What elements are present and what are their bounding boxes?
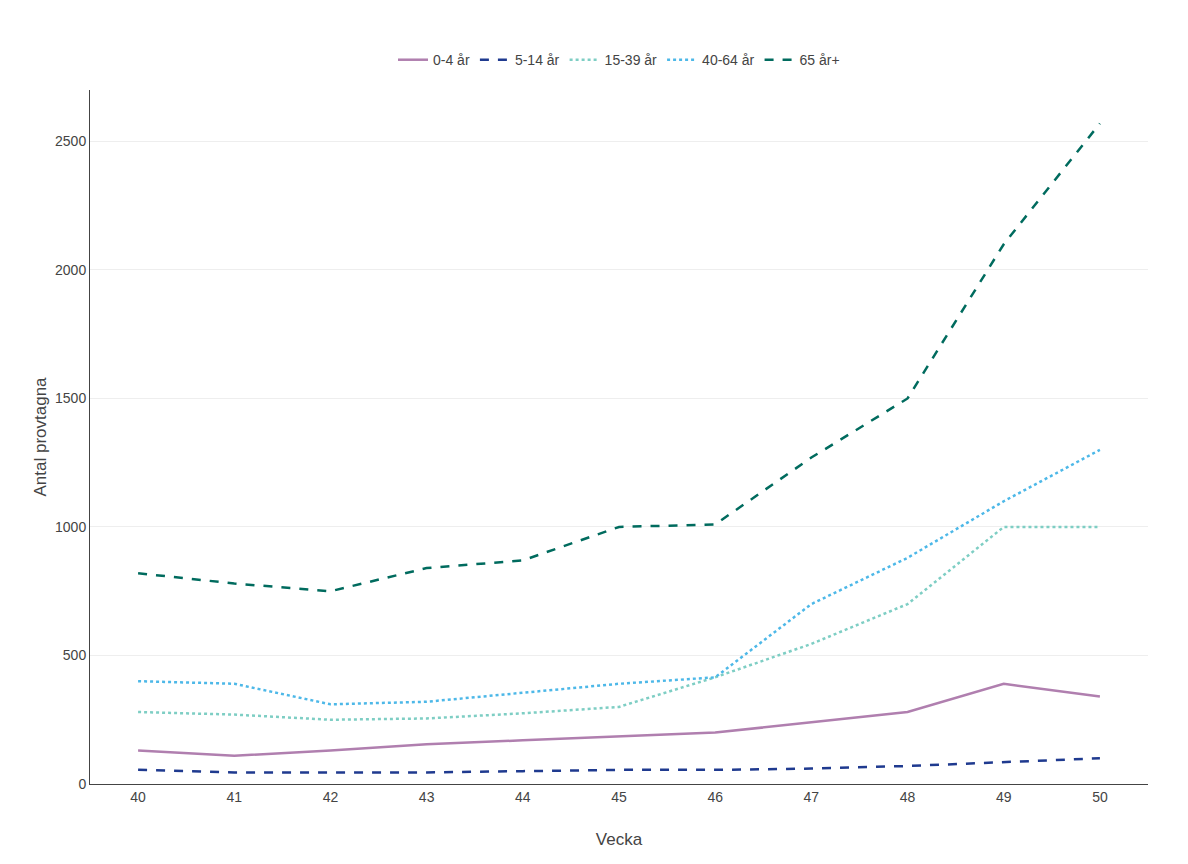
svg-text:65 år+: 65 år+	[800, 52, 840, 68]
svg-text:0-4 år: 0-4 år	[433, 52, 470, 68]
svg-text:44: 44	[515, 789, 531, 805]
svg-text:40: 40	[130, 789, 146, 805]
svg-text:48: 48	[900, 789, 916, 805]
svg-text:46: 46	[707, 789, 723, 805]
svg-text:0: 0	[78, 776, 86, 792]
svg-text:1000: 1000	[55, 519, 86, 535]
svg-text:40-64 år: 40-64 år	[702, 52, 754, 68]
svg-text:47: 47	[804, 789, 820, 805]
svg-text:2500: 2500	[55, 133, 86, 149]
svg-text:Vecka: Vecka	[596, 830, 643, 849]
svg-text:2000: 2000	[55, 262, 86, 278]
svg-text:1500: 1500	[55, 390, 86, 406]
svg-text:5-14 år: 5-14 år	[515, 52, 560, 68]
svg-text:41: 41	[226, 789, 242, 805]
svg-text:42: 42	[323, 789, 339, 805]
svg-text:49: 49	[996, 789, 1012, 805]
svg-text:45: 45	[611, 789, 627, 805]
svg-text:50: 50	[1092, 789, 1108, 805]
svg-text:Antal provtagna: Antal provtagna	[31, 377, 50, 497]
svg-text:43: 43	[419, 789, 435, 805]
svg-text:500: 500	[63, 647, 87, 663]
svg-text:15-39 år: 15-39 år	[605, 52, 657, 68]
